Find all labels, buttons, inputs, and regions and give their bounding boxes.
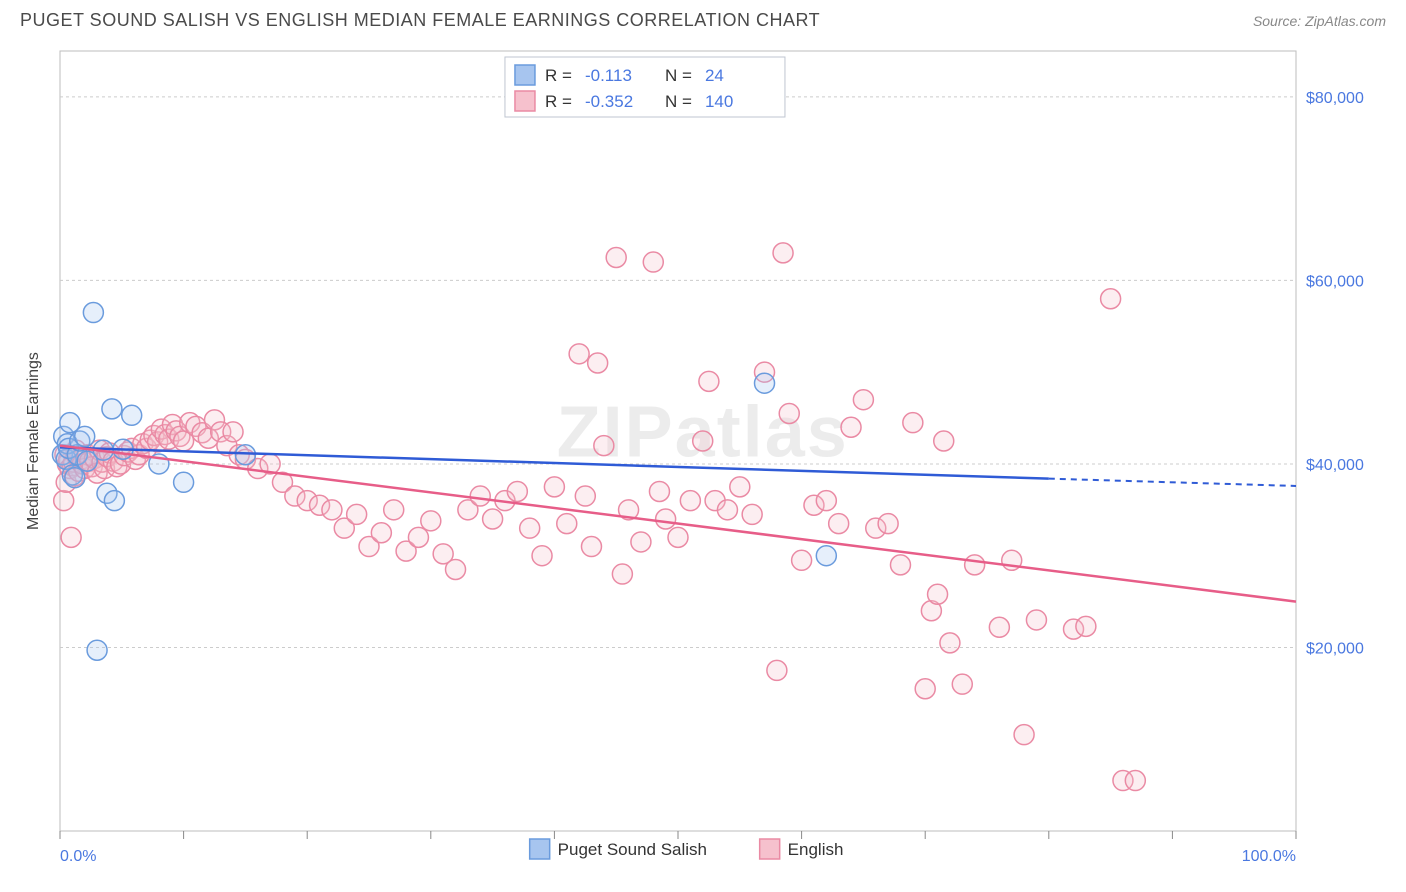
data-point [693,431,713,451]
data-point [594,436,614,456]
data-point [934,431,954,451]
data-point [1125,771,1145,791]
data-point [104,491,124,511]
data-point [680,491,700,511]
data-point [631,532,651,552]
data-point [575,486,595,506]
data-point [940,633,960,653]
data-point [816,491,836,511]
x-tick-label: 0.0% [60,848,96,865]
data-point [347,504,367,524]
data-point [322,500,342,520]
data-point [507,481,527,501]
legend-series-label: Puget Sound Salish [558,840,707,859]
data-point [1101,289,1121,309]
trend-line-extrapolated [1049,479,1296,486]
data-point [1026,610,1046,630]
data-point [384,500,404,520]
data-point [779,403,799,423]
data-point [952,674,972,694]
legend-n-label: N = [665,66,692,85]
data-point [606,247,626,267]
data-point [520,518,540,538]
legend-swatch [515,65,535,85]
data-point [83,303,103,323]
data-point [915,679,935,699]
data-point [965,555,985,575]
data-point [223,422,243,442]
data-point [569,344,589,364]
legend-swatch [515,91,535,111]
data-point [829,514,849,534]
data-point [643,252,663,272]
data-point [581,537,601,557]
source-attribution: Source: ZipAtlas.com [1253,13,1386,29]
data-point [792,550,812,570]
data-point [61,527,81,547]
data-point [742,504,762,524]
y-tick-label: $20,000 [1306,640,1364,657]
data-point [816,546,836,566]
y-tick-label: $60,000 [1306,273,1364,290]
legend-n-value: 24 [705,66,724,85]
data-point [174,472,194,492]
data-point [1076,616,1096,636]
legend-r-value: -0.352 [585,92,633,111]
data-point [730,477,750,497]
trend-line [60,447,1049,478]
data-point [544,477,564,497]
data-point [755,373,775,393]
legend-n-label: N = [665,92,692,111]
data-point [878,514,898,534]
data-point [446,559,466,579]
data-point [235,445,255,465]
data-point [102,399,122,419]
data-point [371,523,391,543]
data-point [853,390,873,410]
data-point [773,243,793,263]
data-point [649,481,669,501]
legend-r-label: R = [545,92,572,111]
y-axis-label: Median Female Earnings [25,352,42,530]
data-point [656,509,676,529]
legend-swatch [530,839,550,859]
data-point [903,413,923,433]
y-tick-label: $40,000 [1306,457,1364,474]
data-point [54,491,74,511]
legend-swatch [760,839,780,859]
data-point [1014,725,1034,745]
scatter-chart: $20,000 $40,000 $60,000 $80,000 0.0% 100.0% Me… [20,41,1386,881]
chart-title: PUGET SOUND SALISH VS ENGLISH MEDIAN FEM… [20,10,820,31]
x-tick-label: 100.0% [1242,848,1296,865]
legend-n-value: 140 [705,92,733,111]
legend-series-label: English [788,840,844,859]
y-tick-label: $80,000 [1306,90,1364,107]
data-point [87,640,107,660]
data-point [767,660,787,680]
data-point [717,500,737,520]
data-point [65,468,85,488]
data-point [408,527,428,547]
data-point [483,509,503,529]
data-point [122,405,142,425]
data-point [668,527,688,547]
data-point [557,514,577,534]
data-point [841,417,861,437]
chart-container: $20,000 $40,000 $60,000 $80,000 0.0% 100.0% Me… [20,41,1386,881]
data-point [928,584,948,604]
legend-r-label: R = [545,66,572,85]
data-point [699,371,719,391]
data-point [470,486,490,506]
data-point [989,617,1009,637]
legend-r-value: -0.113 [585,66,632,85]
data-point [612,564,632,584]
data-point [421,511,441,531]
data-point [532,546,552,566]
data-point [75,426,95,446]
data-point [588,353,608,373]
data-point [890,555,910,575]
